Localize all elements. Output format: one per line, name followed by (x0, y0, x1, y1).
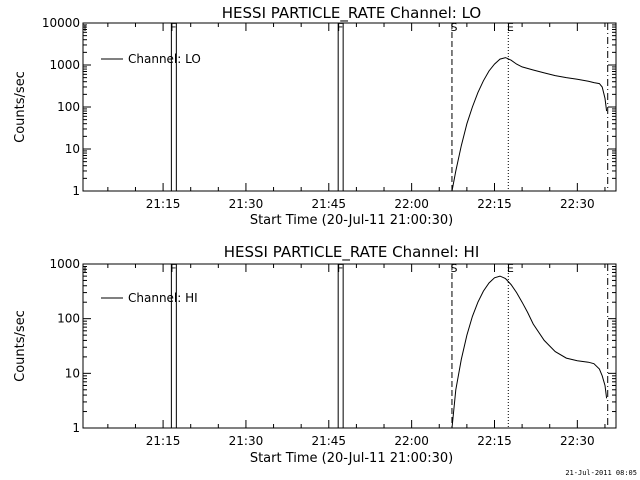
panel-1-x-tick-label: 22:30 (560, 197, 595, 211)
panel-1-x-tick-label: 21:30 (229, 197, 264, 211)
panel-1-x-tick-label: 22:15 (477, 197, 512, 211)
panel-2-y-tick-label: 1000 (49, 257, 80, 271)
panel-1-y-tick-label: 1000 (49, 58, 80, 72)
panel-2-x-tick-label: 22:30 (560, 434, 595, 448)
panel-1-y-tick-label: 10 (65, 142, 80, 156)
panel-2-chart-title: HESSI PARTICLE_RATE Channel: HI (224, 243, 480, 262)
panel-1-x-tick-label: 21:15 (146, 197, 181, 211)
panel-1-x-axis-label: Start Time (20-Jul-11 21:00:30) (250, 213, 453, 228)
panel-2-marker-label-3: F (337, 262, 343, 275)
panel-2-y-tick-label: 100 (57, 312, 80, 326)
panel-1-y-axis-label: Counts/sec (13, 71, 28, 143)
panel-2-x-tick-label: 22:15 (477, 434, 512, 448)
panel-2-legend-label: Channel: HI (128, 291, 198, 305)
panel-2-x-tick-label: 22:00 (394, 434, 429, 448)
panel-1-marker-label-3: F (337, 21, 343, 34)
panel-2-series-line-1 (451, 275, 608, 429)
panel-2-marker-label-5: S (450, 262, 457, 275)
panel-1-y-tick-label: 10000 (42, 16, 80, 30)
panel-1-legend-label: Channel: LO (128, 52, 201, 66)
panel-2-marker-label-6: E (507, 262, 514, 275)
panel-2-y-tick-label: 10 (65, 366, 80, 380)
timestamp: 21-Jul-2011 08:05 (565, 469, 637, 477)
panel-1-plot-frame (82, 22, 617, 192)
panel-2-plot-frame (82, 263, 617, 429)
panel-2-x-tick-label: 21:45 (311, 434, 346, 448)
panel-1-marker-label-5: S (450, 21, 457, 34)
panel-2-x-axis-label: Start Time (20-Jul-11 21:00:30) (250, 451, 453, 466)
panel-2-x-tick-label: 21:15 (146, 434, 181, 448)
panel-2-y-axis-label: Counts/sec (13, 310, 28, 382)
panel-1-marker-label-1: F (170, 21, 176, 34)
panel-1-marker-label-6: E (507, 21, 514, 34)
panel-2-y-tick-label: 1 (72, 421, 80, 435)
panel-1-chart-title: HESSI PARTICLE_RATE Channel: LO (222, 4, 481, 23)
panel-1-x-tick-label: 22:00 (394, 197, 429, 211)
panel-1-y-tick-label: 100 (57, 100, 80, 114)
panel-1-y-tick-label: 1 (72, 184, 80, 198)
panel-1-x-tick-label: 21:45 (311, 197, 346, 211)
panel-1-series-line-1 (451, 57, 608, 192)
panel-2-marker-label-1: F (170, 262, 176, 275)
panel-2-x-tick-label: 21:30 (229, 434, 264, 448)
